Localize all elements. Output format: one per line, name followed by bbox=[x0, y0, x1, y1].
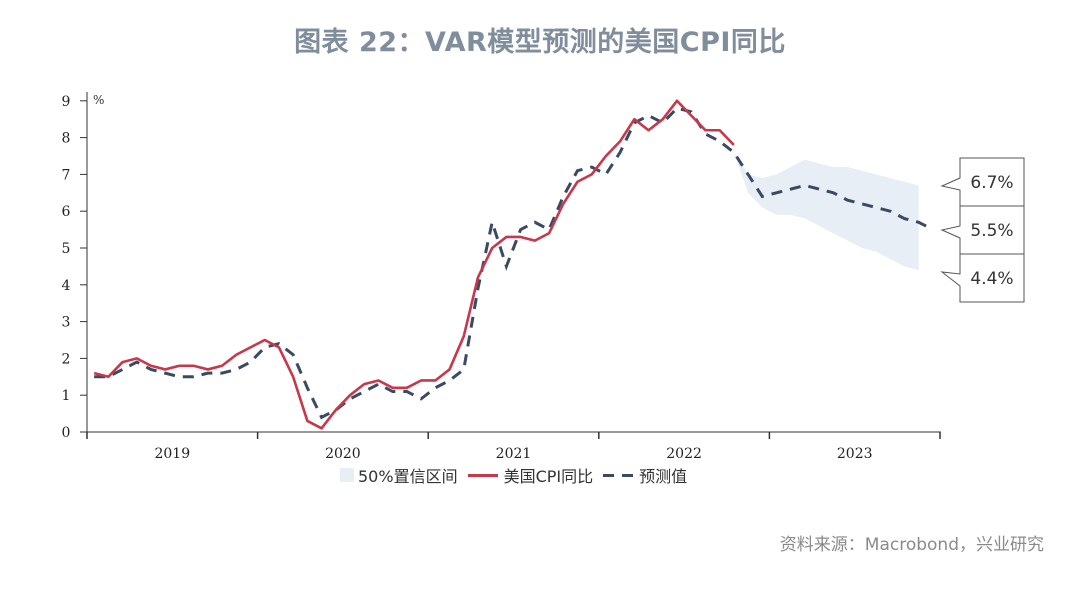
y-tick-label: 2 bbox=[62, 351, 71, 367]
y-unit-label: % bbox=[93, 93, 104, 107]
legend-item-band: 50%置信区间 bbox=[340, 463, 458, 487]
axes: 0 1 2 3 4 5 6 7 8 9 2019 2020 2021 2022 2023 bbox=[62, 92, 941, 462]
y-tick-label: 9 bbox=[62, 94, 71, 110]
callout-box bbox=[940, 205, 1025, 255]
y-tick-label: 1 bbox=[62, 388, 71, 404]
x-tick-label: 2023 bbox=[837, 446, 873, 462]
y-tick-label: 5 bbox=[62, 241, 71, 257]
source-note: 资料来源：Macrobond，兴业研究 bbox=[779, 535, 1044, 555]
callout-label: 5.5% bbox=[970, 221, 1013, 241]
forecast-line bbox=[94, 106, 934, 420]
callout-box bbox=[940, 157, 1025, 207]
legend-band-label: 50%置信区间 bbox=[358, 467, 458, 486]
y-tick-label: 7 bbox=[62, 167, 71, 183]
cpi-line bbox=[93, 99, 735, 430]
y-tick-label: 4 bbox=[62, 278, 71, 294]
legend-item-forecast: 预测值 bbox=[603, 463, 687, 487]
series-lines bbox=[93, 99, 934, 430]
x-tick-label: 2021 bbox=[496, 446, 532, 462]
y-tick-label: 0 bbox=[62, 425, 71, 441]
band-swatch-icon bbox=[340, 468, 354, 482]
callout-label: 6.7% bbox=[970, 173, 1013, 193]
y-tick-label: 3 bbox=[62, 315, 71, 331]
y-tick-label: 8 bbox=[62, 131, 71, 147]
confidence-band bbox=[733, 152, 919, 271]
legend-item-cpi: 美国CPI同比 bbox=[467, 463, 594, 487]
dashed-line-swatch-icon bbox=[603, 473, 634, 477]
callout-box bbox=[940, 253, 1025, 303]
legend-cpi-label: 美国CPI同比 bbox=[503, 467, 594, 486]
x-tick-label: 2019 bbox=[154, 446, 190, 462]
legend: 50%置信区间 美国CPI同比 预测值 bbox=[340, 463, 697, 487]
legend-forecast-label: 预测值 bbox=[639, 467, 688, 486]
x-tick-label: 2022 bbox=[666, 446, 702, 462]
x-tick-label: 2020 bbox=[325, 446, 361, 462]
callout-label: 4.4% bbox=[970, 269, 1013, 289]
callouts: 6.7% 5.5% 4.4% bbox=[940, 157, 1025, 303]
chart-title: 图表 22：VAR模型预测的美国CPI同比 bbox=[294, 27, 786, 58]
solid-line-swatch-icon bbox=[467, 473, 498, 477]
y-tick-label: 6 bbox=[62, 204, 71, 220]
